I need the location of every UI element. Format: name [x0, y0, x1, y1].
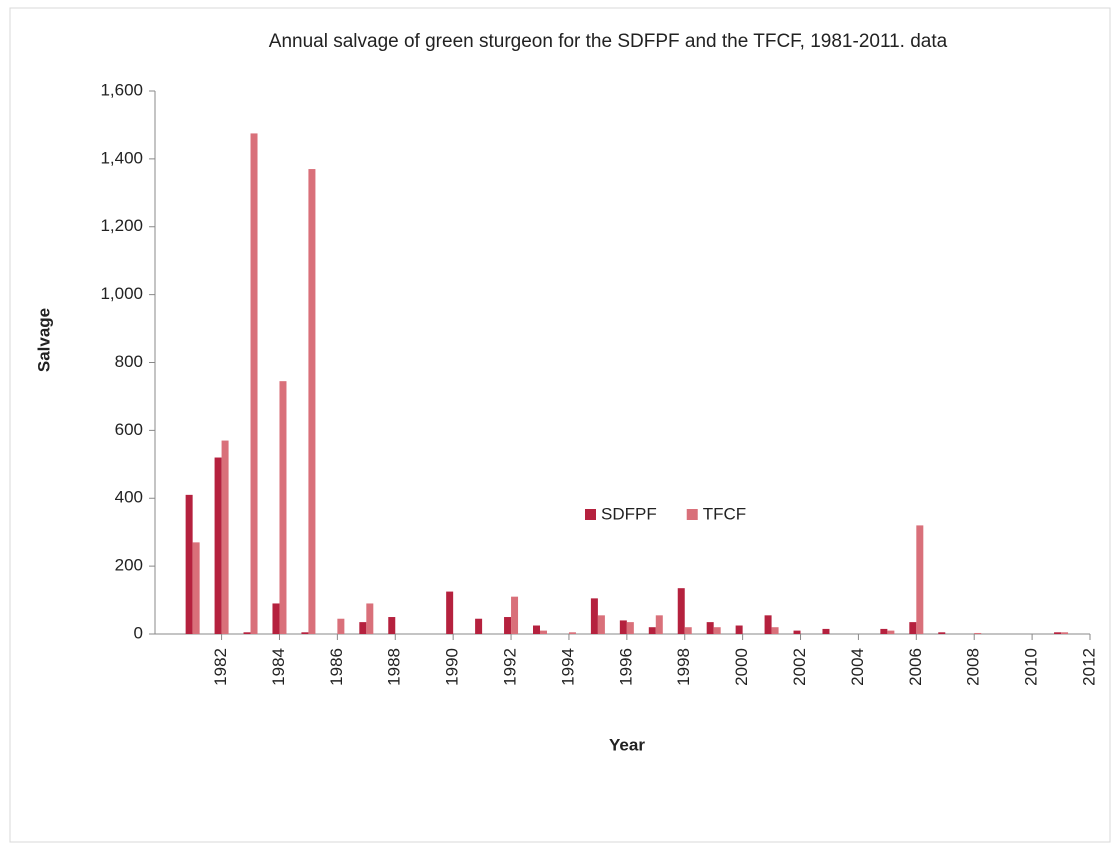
bar: [308, 169, 316, 634]
bar: [626, 622, 634, 634]
x-tick-label: 2006: [906, 648, 925, 686]
bar: [388, 617, 396, 634]
chart-frame: [9, 7, 1111, 843]
y-tick-label: 200: [115, 556, 143, 575]
bar: [366, 603, 374, 634]
x-tick-label: 2010: [1022, 648, 1041, 686]
x-tick-label: 1990: [443, 648, 462, 686]
x-tick-label: 1996: [616, 648, 635, 686]
bar: [648, 627, 656, 634]
bar: [887, 630, 895, 634]
bar: [974, 632, 982, 634]
bar: [301, 632, 309, 634]
legend-swatch: [585, 509, 596, 520]
bar: [590, 598, 598, 634]
x-tick-label: 2002: [790, 648, 809, 686]
x-tick-label: 2004: [848, 648, 867, 686]
bar: [735, 625, 743, 634]
bar: [771, 627, 779, 634]
bar: [250, 133, 258, 634]
y-tick-label: 1,600: [100, 80, 143, 99]
y-tick-label: 1,000: [100, 284, 143, 303]
bar: [214, 457, 222, 634]
bar: [793, 630, 801, 634]
bar: [764, 615, 772, 634]
x-tick-label: 2012: [1079, 648, 1098, 686]
bar: [192, 542, 200, 634]
x-tick-label: 1988: [385, 648, 404, 686]
bar: [359, 622, 367, 634]
y-tick-label: 1,200: [100, 216, 143, 235]
bar: [1054, 632, 1062, 634]
bar: [185, 494, 193, 634]
bar: [475, 618, 483, 634]
bar: [916, 525, 924, 634]
x-tick-label: 1982: [211, 648, 230, 686]
bar: [713, 627, 721, 634]
y-tick-label: 400: [115, 488, 143, 507]
x-tick-label: 1986: [327, 648, 346, 686]
bar: [221, 440, 229, 634]
x-tick-label: 1984: [269, 648, 288, 686]
legend-label: TFCF: [703, 504, 746, 523]
bar: [568, 632, 576, 634]
x-tick-label: 1994: [558, 648, 577, 686]
legend-swatch: [686, 509, 698, 520]
x-tick-label: 2008: [964, 648, 983, 686]
bar: [272, 603, 280, 634]
y-tick-label: 600: [115, 420, 143, 439]
bar: [279, 381, 287, 634]
y-tick-label: 800: [115, 352, 143, 371]
bar: [533, 625, 540, 634]
bar: [540, 630, 547, 634]
bar: [655, 615, 663, 634]
chart-title: Annual salvage of green sturgeon for the…: [269, 31, 948, 52]
bar: [706, 622, 714, 634]
bar: [909, 622, 917, 634]
bar: [504, 617, 512, 634]
y-tick-label: 0: [134, 623, 143, 642]
x-tick-label: 1992: [501, 648, 520, 686]
x-tick-label: 2000: [732, 648, 751, 686]
bar: [938, 632, 946, 634]
bar: [337, 618, 345, 634]
bar: [243, 632, 251, 634]
x-tick-label: 1998: [674, 648, 693, 686]
bar: [511, 596, 519, 634]
bar: [1061, 632, 1069, 634]
x-axis-title: Year: [609, 735, 645, 754]
y-axis-title: Salvage: [34, 308, 53, 372]
bar: [880, 628, 888, 634]
bar: [619, 620, 627, 634]
legend-label: SDFPF: [601, 504, 657, 523]
bar: [822, 628, 830, 634]
y-tick-label: 1,400: [100, 148, 143, 167]
bar: [597, 615, 605, 634]
bar: [684, 627, 692, 634]
bar: [446, 591, 454, 634]
bar: [677, 588, 685, 634]
